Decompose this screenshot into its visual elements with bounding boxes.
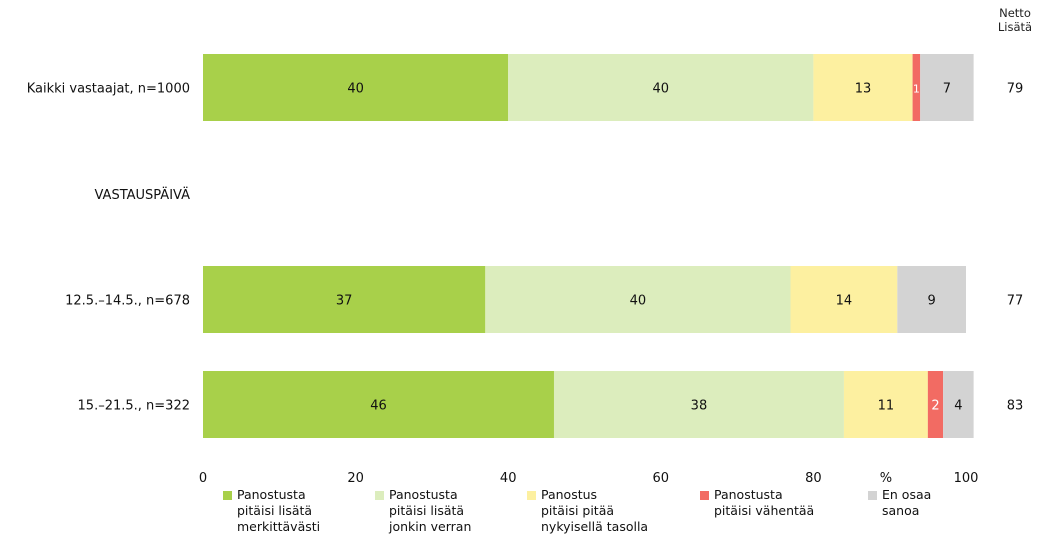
bar-segment — [203, 371, 554, 438]
legend-item: Panostusta pitäisi vähentää — [700, 487, 844, 519]
data-label: 46 — [370, 399, 387, 414]
legend-label-line: En osaa — [882, 487, 932, 502]
data-label: 11 — [878, 399, 895, 414]
net-value: 79 — [1007, 82, 1024, 97]
bar-segment — [790, 266, 898, 333]
legend-item: Panostusta pitäisi lisätä jonkin verran — [375, 487, 519, 535]
legend-swatch — [223, 491, 232, 500]
legend-label-line: Panostus — [541, 487, 598, 502]
x-tick-label: % — [880, 471, 892, 486]
legend: Panostusta pitäisi lisätä merkittävästi Pan… — [0, 487, 1042, 544]
legend-label-line: Panostusta — [237, 487, 306, 502]
legend-label-line: pitäisi lisätä — [237, 503, 313, 518]
bar-segment — [927, 371, 944, 438]
legend-swatch — [700, 491, 709, 500]
data-label: 9 — [928, 294, 936, 309]
bar-segment — [203, 266, 486, 333]
section-label: VASTAUSPÄIVÄ — [95, 187, 191, 203]
net-value: 83 — [1007, 399, 1024, 414]
data-label: 1 — [913, 83, 920, 96]
x-tick-label: 0 — [199, 471, 207, 486]
bar-segment — [553, 371, 844, 438]
x-tick-label: 20 — [347, 471, 364, 486]
legend-label-line: pitäisi lisätä — [389, 503, 465, 518]
legend-label-line: pitäisi vähentää — [714, 503, 815, 518]
bar-segment — [912, 54, 921, 121]
bar-segment — [920, 54, 974, 121]
data-label: 37 — [336, 294, 353, 309]
data-label: 2 — [931, 399, 939, 414]
legend-label: Panostusta pitäisi lisätä jonkin verran — [389, 487, 519, 535]
net-header-line-1: Netto — [999, 6, 1031, 20]
legend-swatch — [868, 491, 877, 500]
legend-label-line: Panostusta — [389, 487, 458, 502]
category-label: 12.5.–14.5., n=678 — [65, 294, 190, 309]
x-tick-label: 60 — [653, 471, 670, 486]
bar-segment — [813, 54, 913, 121]
legend-label-line: Panostusta — [714, 487, 783, 502]
legend-label-line: jonkin verran — [389, 519, 472, 534]
bar-segment — [203, 54, 509, 121]
x-tick-label: 100 — [954, 471, 979, 486]
data-label: 13 — [855, 82, 872, 97]
data-label: 40 — [653, 82, 670, 97]
legend-label-line: pitäisi pitää — [541, 503, 615, 518]
legend-label: Panostusta pitäisi lisätä merkittävästi — [237, 487, 367, 535]
legend-label-line: merkittävästi — [237, 519, 321, 534]
legend-label: En osaa sanoa — [882, 487, 1012, 519]
x-tick-label: 80 — [805, 471, 822, 486]
data-label: 40 — [630, 294, 647, 309]
net-header-line-2: Lisätä — [998, 20, 1032, 34]
data-label: 4 — [954, 399, 962, 414]
net-value: 77 — [1007, 294, 1024, 309]
data-label: 40 — [347, 82, 364, 97]
bar-segment — [897, 266, 966, 333]
bar-segment — [485, 266, 791, 333]
legend-swatch — [375, 491, 384, 500]
legend-item: Panostus pitäisi pitää nykyisellä tasolla — [527, 487, 671, 535]
legend-item: En osaa sanoa — [868, 487, 1012, 519]
legend-label: Panostus pitäisi pitää nykyisellä tasolla — [541, 487, 671, 535]
legend-label-line: sanoa — [882, 503, 920, 518]
legend-label: Panostusta pitäisi vähentää — [714, 487, 844, 519]
bar-segment — [508, 54, 814, 121]
data-label: 7 — [943, 82, 951, 97]
legend-swatch — [527, 491, 536, 500]
bar-segment — [943, 371, 974, 438]
legend-item: Panostusta pitäisi lisätä merkittävästi — [223, 487, 367, 535]
x-tick-label: 40 — [500, 471, 517, 486]
category-label: 15.–21.5., n=322 — [78, 399, 190, 414]
data-label: 38 — [691, 399, 708, 414]
bar-segment — [843, 371, 928, 438]
category-label: Kaikki vastaajat, n=1000 — [27, 82, 190, 97]
legend-label-line: nykyisellä tasolla — [541, 519, 649, 534]
data-label: 14 — [836, 294, 853, 309]
